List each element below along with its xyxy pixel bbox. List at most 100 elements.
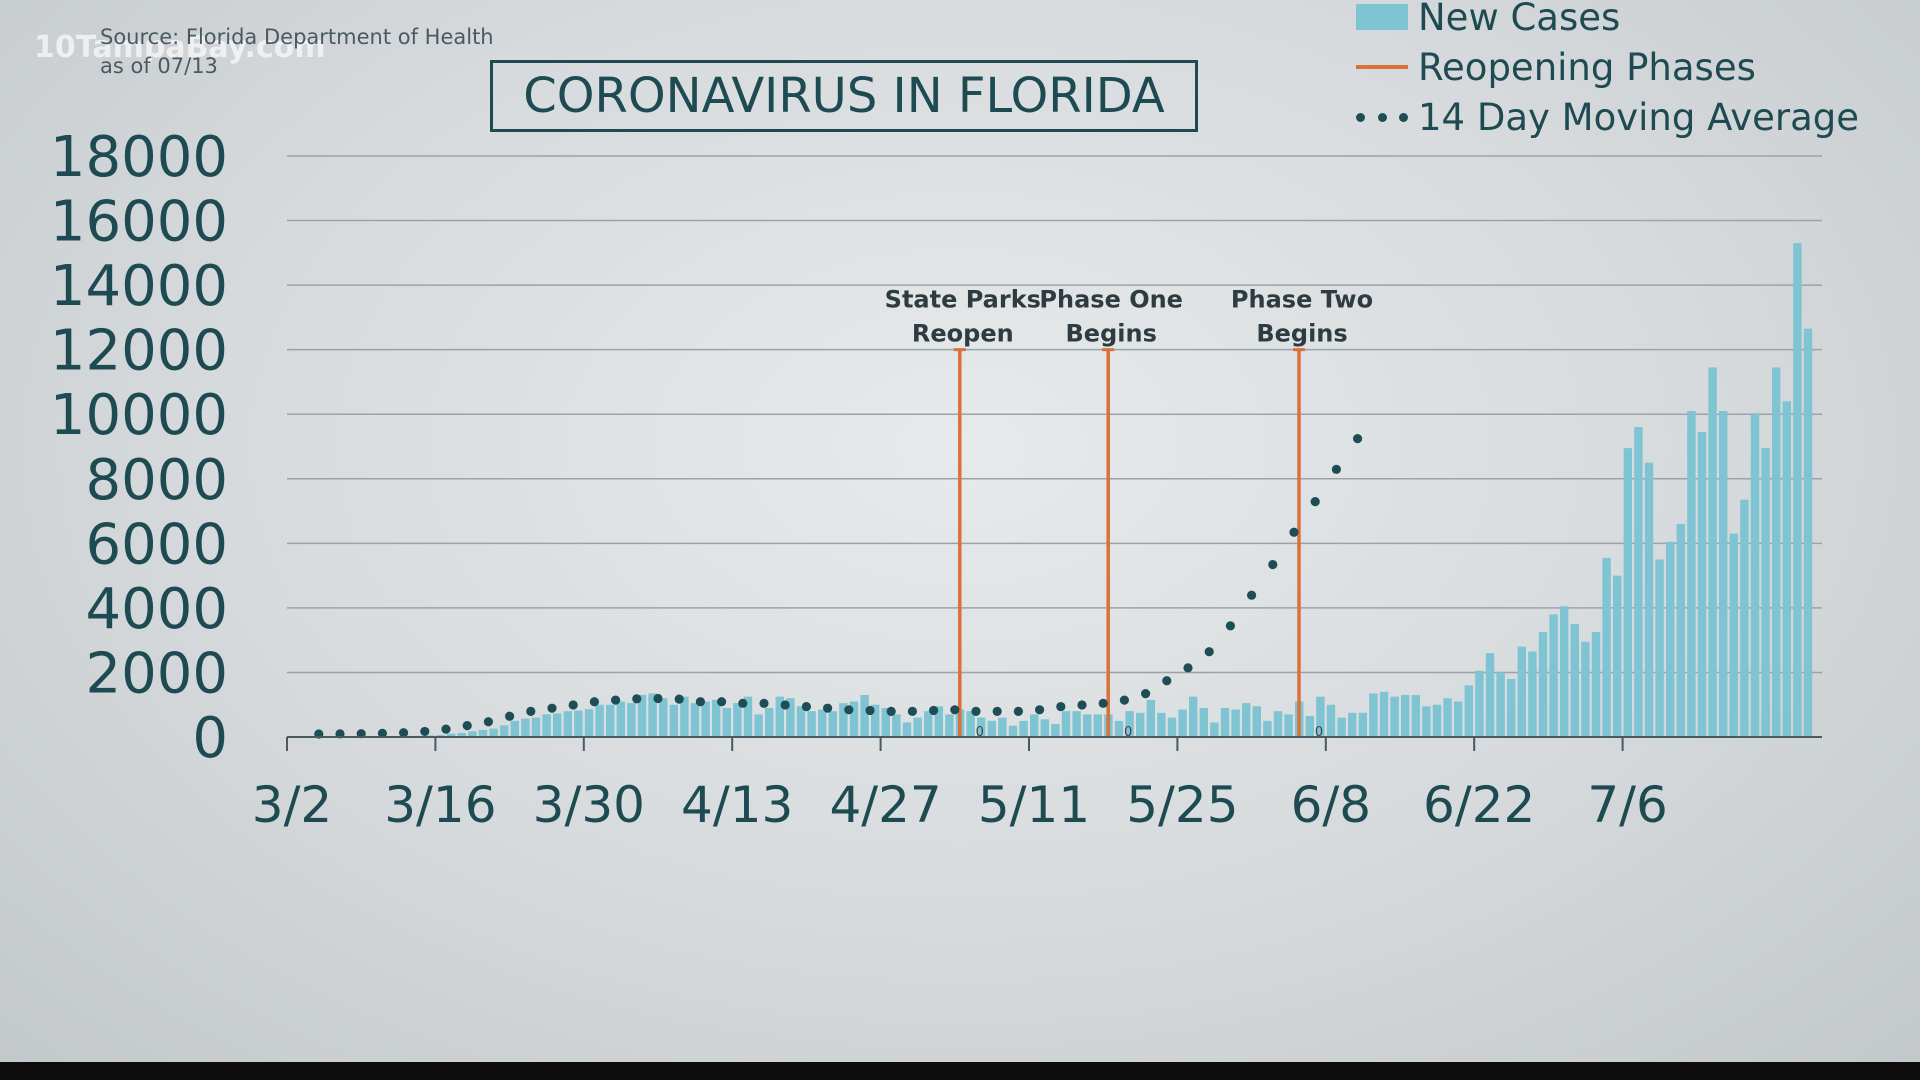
bar	[468, 731, 477, 737]
y-tick-label: 4000	[85, 577, 228, 642]
x-tick-label: 6/8	[1291, 776, 1371, 834]
bar	[500, 725, 509, 737]
moving-average-dot	[1225, 621, 1235, 631]
bar	[1146, 699, 1155, 737]
moving-average-dot	[505, 711, 515, 721]
y-tick-label: 16000	[50, 190, 228, 255]
moving-average-dot	[823, 703, 833, 713]
bar	[1030, 714, 1039, 737]
legend-label-reopening-phases: Reopening Phases	[1418, 45, 1756, 89]
bar	[1348, 712, 1357, 737]
bar	[913, 717, 922, 737]
bar	[839, 703, 848, 737]
x-tick-label: 3/16	[384, 776, 496, 834]
moving-average-dot	[1310, 497, 1320, 507]
moving-average-dot	[1204, 647, 1214, 657]
bar	[1676, 523, 1685, 737]
bar	[648, 693, 657, 737]
bar	[542, 714, 551, 737]
moving-average-dot	[1289, 527, 1299, 537]
bar	[1793, 243, 1802, 737]
bar	[1591, 632, 1601, 737]
y-tick-label: 18000	[50, 125, 228, 190]
y-tick-label: 0	[192, 706, 228, 771]
bar	[690, 703, 700, 737]
bar	[1242, 703, 1251, 737]
y-tick-labels: 1800016000140001200010000800060004000200…	[50, 125, 228, 771]
moving-average-dot	[780, 700, 790, 710]
legend-item-reopening-phases: Reopening Phases	[1356, 44, 1756, 90]
bar	[478, 729, 488, 737]
moving-average-dot	[865, 705, 875, 716]
bar	[871, 704, 880, 737]
moving-average-dot	[632, 694, 642, 704]
moving-average-dot	[483, 717, 493, 727]
x-tick-label: 3/30	[533, 776, 645, 834]
chart-title: CORONAVIRUS IN FLORIDA	[523, 68, 1165, 124]
moving-average-dot	[1035, 705, 1045, 715]
moving-average-dot	[1162, 676, 1172, 686]
bar	[1411, 695, 1420, 737]
bar	[1803, 328, 1813, 737]
bar	[1167, 717, 1177, 737]
bar	[584, 709, 594, 737]
x-tick-label: 7/6	[1587, 776, 1667, 834]
bar	[637, 695, 647, 737]
moving-average-dot	[1353, 434, 1363, 444]
moving-average-dot	[950, 705, 960, 715]
bar	[924, 711, 933, 737]
bar	[1740, 499, 1749, 737]
bar	[1157, 712, 1166, 737]
bar	[553, 713, 562, 737]
moving-average-dot	[420, 726, 430, 737]
bar	[722, 707, 731, 737]
bar	[712, 699, 721, 737]
bar	[1782, 401, 1791, 737]
legend-label-new-cases: New Cases	[1418, 0, 1621, 39]
bar	[1263, 720, 1272, 737]
watermark-logo: 10TampaBay.com	[34, 30, 326, 65]
bar	[574, 710, 583, 737]
bar	[1210, 722, 1219, 737]
new-cases-bars	[309, 243, 1813, 737]
bar	[987, 720, 996, 737]
title-box: CORONAVIRUS IN FLORIDA	[490, 60, 1198, 132]
bar	[1644, 462, 1654, 737]
phase-label-line2: Begins	[1256, 320, 1347, 348]
bar	[447, 733, 456, 737]
moving-average-dot	[1013, 706, 1024, 717]
bar	[1464, 685, 1473, 737]
moving-average-dot	[589, 697, 600, 707]
moving-average-dot	[547, 703, 557, 713]
bar	[1432, 704, 1442, 737]
moving-average-dot	[653, 693, 663, 704]
x-tick-label: 5/25	[1126, 776, 1238, 834]
bar	[1136, 712, 1145, 737]
axes	[286, 736, 1822, 751]
y-tick-label: 6000	[85, 512, 228, 577]
bar	[1083, 714, 1092, 737]
bar	[1178, 709, 1187, 737]
bar	[489, 728, 498, 737]
bar	[659, 698, 668, 737]
x-tick-label: 5/11	[978, 776, 1090, 834]
phase-base-label: 0	[1124, 725, 1132, 740]
phase-label-line1: Phase One	[1039, 286, 1183, 314]
bar	[1454, 701, 1463, 737]
legend-swatch-line	[1356, 65, 1408, 69]
moving-average-dot	[399, 728, 409, 738]
bar	[786, 698, 795, 737]
legend-swatch-bar	[1356, 4, 1408, 30]
bar	[1602, 557, 1611, 737]
bar	[1634, 427, 1643, 737]
bar	[1305, 716, 1314, 737]
phase-base-label: 0	[976, 725, 984, 740]
bar	[1061, 711, 1071, 737]
moving-average-dot	[356, 729, 366, 739]
bar	[1199, 707, 1208, 737]
y-tick-label: 2000	[85, 641, 228, 706]
bar	[807, 711, 816, 737]
bar	[1390, 696, 1399, 737]
